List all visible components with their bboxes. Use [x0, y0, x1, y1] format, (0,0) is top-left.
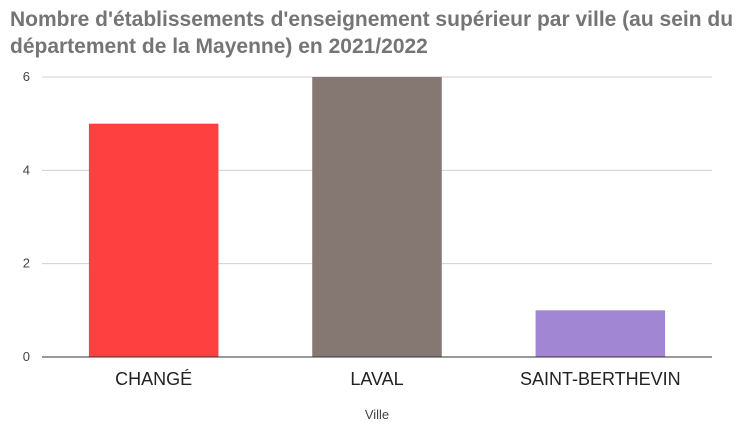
category-labels: CHANGÉ LAVAL SAINT-BERTHEVIN: [115, 369, 681, 389]
bar: [312, 77, 442, 357]
y-tick-label: 6: [23, 69, 30, 84]
bar: [535, 310, 666, 357]
category-label: SAINT-BERTHEVIN: [520, 369, 681, 389]
y-tick-label: 4: [23, 162, 30, 177]
bar: [88, 123, 219, 358]
x-axis-label: Ville: [365, 407, 389, 422]
chart-title: Nombre d'établissements d'enseignement s…: [10, 8, 734, 58]
y-tick-labels: 0 2 4 6: [23, 69, 30, 364]
bars: [88, 77, 666, 358]
category-label: LAVAL: [350, 369, 403, 389]
y-tick-label: 0: [23, 349, 30, 364]
y-tick-label: 2: [23, 256, 30, 271]
category-label: CHANGÉ: [115, 369, 192, 389]
